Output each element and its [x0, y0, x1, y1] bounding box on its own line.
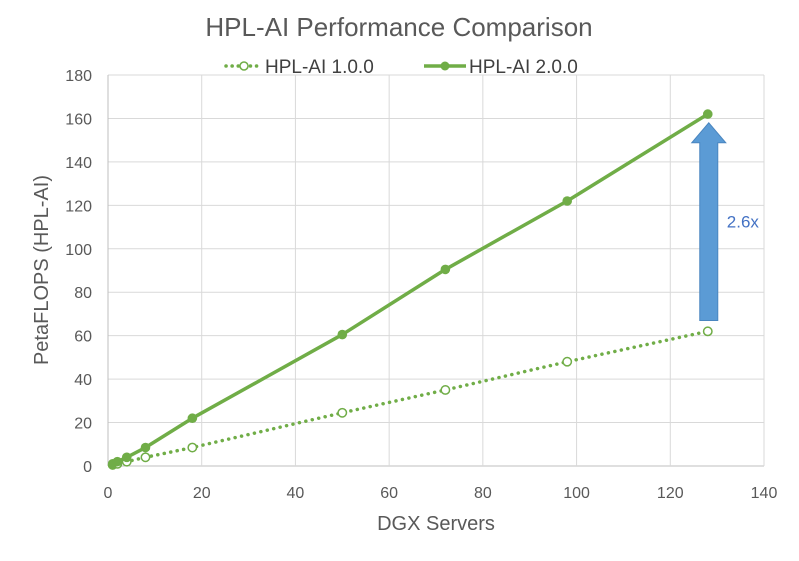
y-tick-label: 140	[65, 155, 92, 172]
legend-label-series-1: HPL-AI 1.0.0	[265, 57, 374, 78]
data-point	[337, 329, 348, 340]
data-point	[440, 385, 451, 395]
legend-marker-series-2	[440, 61, 450, 71]
x-tick-label: 100	[563, 485, 590, 502]
y-tick-label: 160	[65, 111, 92, 128]
y-tick-label: 180	[65, 68, 92, 85]
legend-marker-series-1	[239, 61, 249, 71]
y-tick-label: 20	[74, 416, 92, 433]
x-tick-label: 20	[193, 485, 211, 502]
data-point	[702, 326, 713, 337]
x-tick-label: 60	[380, 485, 398, 502]
tick-labels: 0 20 40 60 80 100 120 140 160 180 0 20 40 60 80 100 120 1…	[65, 68, 777, 502]
series	[107, 109, 713, 470]
annotation-arrow-icon	[690, 122, 727, 321]
y-tick-label: 80	[74, 285, 92, 302]
data-point	[440, 264, 451, 275]
x-tick-label: 120	[657, 485, 684, 502]
y-axis-label: PetaFLOPS (HPL-AI)	[31, 175, 53, 365]
data-point	[562, 356, 573, 367]
x-tick-label: 140	[751, 485, 778, 502]
x-axis-label: DGX Servers	[377, 513, 495, 535]
data-point	[562, 196, 572, 206]
data-point	[337, 407, 348, 418]
data-point	[121, 452, 132, 463]
legend: HPL-AI 1.0.0 HPL-AI 2.0.0	[224, 57, 578, 78]
data-point	[187, 413, 198, 424]
legend-label-series-2: HPL-AI 2.0.0	[469, 57, 578, 78]
x-tick-label: 0	[104, 485, 113, 502]
y-tick-label: 40	[74, 372, 92, 389]
data-point	[140, 442, 151, 453]
data-point	[140, 452, 151, 463]
y-tick-label: 100	[65, 242, 92, 259]
y-tick-label: 60	[74, 329, 92, 346]
gridlines	[107, 74, 765, 467]
y-tick-label: 0	[83, 459, 92, 476]
x-tick-label: 80	[474, 485, 492, 502]
data-point	[702, 109, 713, 119]
annotation: 2.6x	[690, 122, 760, 321]
data-point	[112, 456, 123, 467]
annotation-label: 2.6x	[727, 213, 760, 232]
data-point	[187, 442, 198, 453]
chart-title: HPL-AI Performance Comparison	[205, 12, 592, 42]
x-tick-label: 40	[287, 485, 305, 502]
y-tick-label: 120	[65, 198, 92, 215]
